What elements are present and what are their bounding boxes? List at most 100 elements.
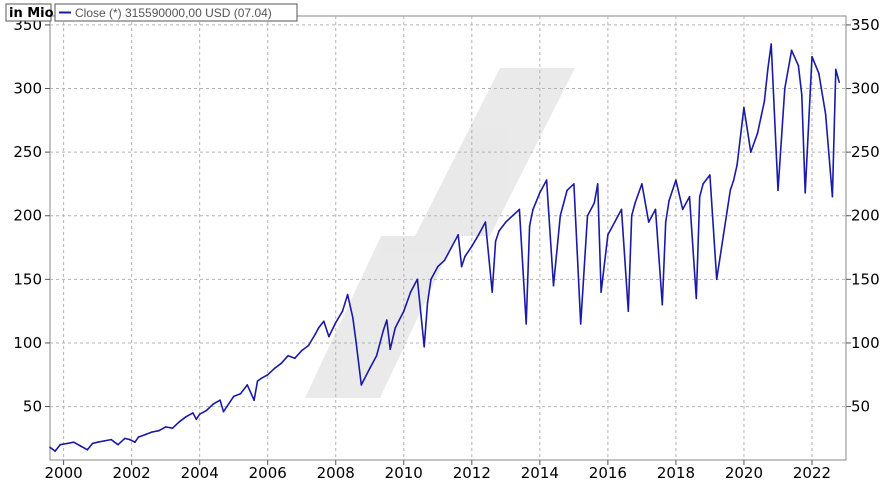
data-point [79, 445, 82, 447]
data-point [528, 225, 531, 227]
data-point [647, 221, 650, 223]
data-point [511, 214, 514, 217]
data-point [831, 195, 834, 198]
watermark-lower-shape [305, 236, 456, 398]
data-point [641, 183, 643, 185]
data-point [804, 192, 806, 194]
data-point [552, 284, 555, 287]
data-point [566, 189, 568, 192]
data-point [151, 431, 153, 433]
data-point [394, 326, 397, 329]
x-tick-label: 2018 [657, 464, 695, 481]
y-tick-label-right: 350 [851, 16, 880, 34]
data-point [494, 240, 497, 242]
data-point [573, 183, 575, 185]
data-point [600, 291, 602, 293]
data-point [620, 208, 623, 211]
data-point [416, 278, 419, 281]
y-tick-label-left: 300 [13, 80, 42, 98]
data-point [386, 319, 388, 321]
y-tick-label-left: 100 [13, 334, 42, 352]
data-point [426, 301, 429, 304]
x-tick-label: 2012 [453, 464, 491, 481]
watermark-logo [305, 68, 575, 398]
legend-entry: Close (*) 315590000,00 USD (07.04) [75, 6, 272, 20]
y-axis-right: 50 100 150 200 250 300 350 [846, 16, 880, 416]
x-tick-label: 2002 [113, 464, 151, 481]
data-point [280, 362, 283, 365]
data-point [86, 449, 89, 451]
data-point [767, 68, 769, 71]
data-point [668, 199, 670, 202]
data-point [222, 410, 225, 413]
y-tick-label-right: 250 [851, 143, 880, 161]
data-point [110, 438, 112, 441]
data-point [539, 192, 541, 194]
y-tick-label-left: 50 [23, 398, 42, 416]
data-point [212, 403, 215, 405]
y-tick-label-right: 100 [851, 334, 880, 352]
data-point [790, 49, 793, 52]
data-point [681, 208, 684, 211]
data-point [613, 221, 616, 223]
x-tick-label: 2022 [793, 464, 831, 481]
data-point [835, 68, 837, 71]
data-point [352, 316, 354, 319]
data-point [129, 438, 131, 441]
data-point [171, 427, 174, 430]
data-point [355, 342, 358, 344]
data-point [360, 384, 363, 386]
data-point [484, 221, 487, 223]
data-point [715, 278, 718, 281]
data-point [661, 304, 664, 306]
data-point [471, 245, 473, 248]
data-point [545, 179, 548, 181]
y-tick-label-right: 300 [851, 80, 880, 98]
data-point [195, 418, 198, 421]
data-point [464, 255, 466, 258]
data-point [134, 441, 136, 444]
x-tick-label: 2006 [249, 464, 287, 481]
data-point [232, 395, 235, 398]
data-point [178, 421, 181, 423]
data-point [91, 442, 94, 445]
data-point [525, 323, 527, 325]
data-point [457, 234, 460, 236]
data-point [443, 259, 446, 262]
data-point [698, 195, 701, 198]
data-point [736, 164, 738, 166]
data-point [532, 208, 534, 211]
data-point [341, 310, 344, 313]
legend-box [54, 3, 298, 22]
unit-label: in Mio [9, 6, 54, 21]
x-tick-label: 2020 [725, 464, 763, 481]
data-point [688, 195, 691, 198]
data-point [54, 450, 56, 452]
data-point [158, 429, 160, 432]
data-point [294, 357, 296, 360]
data-point [307, 344, 310, 347]
x-tick-label: 2000 [45, 464, 83, 481]
data-point [144, 433, 146, 436]
data-point [164, 426, 167, 428]
data-point [266, 374, 269, 376]
data-point [460, 265, 463, 268]
data-point [205, 409, 208, 412]
data-point [124, 437, 126, 440]
data-point [256, 380, 259, 382]
series-group [49, 43, 840, 452]
data-point [253, 399, 255, 402]
data-point [382, 329, 385, 332]
data-point [634, 202, 636, 204]
data-point [722, 234, 725, 236]
data-point [695, 297, 698, 300]
data-point [709, 174, 711, 176]
close-price-line [49, 43, 840, 452]
data-point [314, 333, 317, 335]
y-tick-label-left: 150 [13, 270, 42, 288]
data-point [409, 291, 412, 293]
x-tick-label: 2008 [317, 464, 355, 481]
data-point [729, 189, 732, 192]
unit-label-box [5, 3, 52, 22]
